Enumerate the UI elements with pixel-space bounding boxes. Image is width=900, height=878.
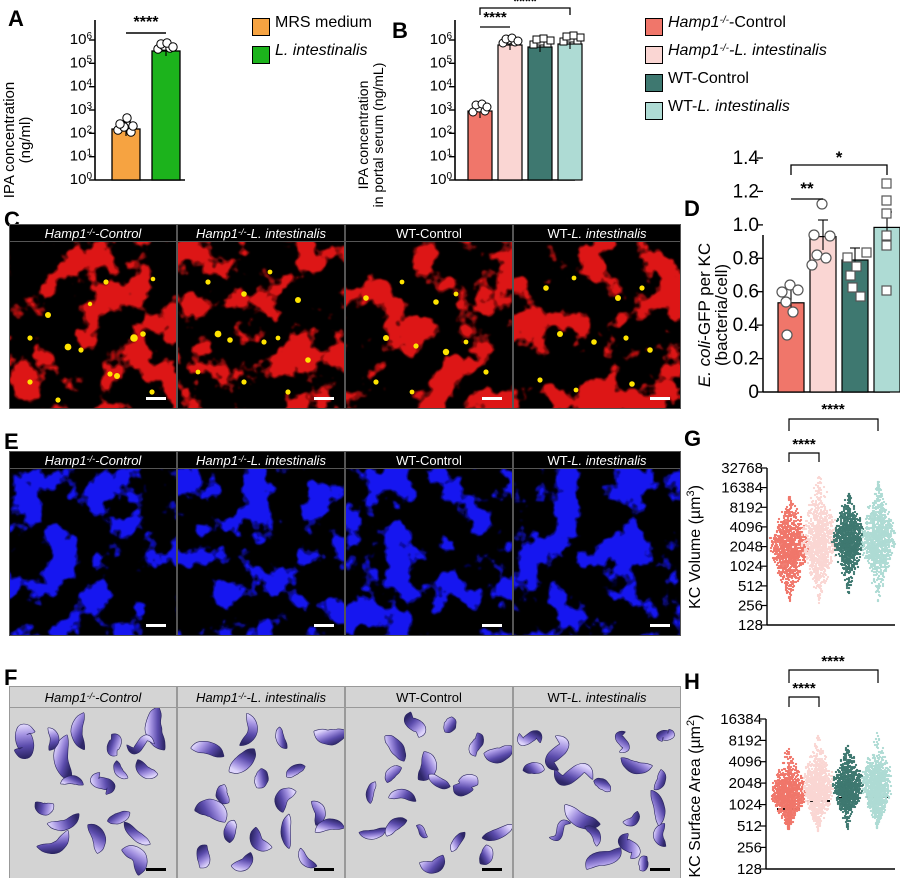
svg-text:****: **** [792, 680, 816, 697]
svg-text:8192: 8192 [729, 732, 762, 749]
svg-text:****: **** [821, 653, 845, 670]
svg-text:4096: 4096 [729, 754, 762, 771]
svg-text:KC Surface Area (µm2): KC Surface Area (µm2) [685, 715, 704, 878]
svg-text:1024: 1024 [729, 797, 762, 814]
svg-text:2048: 2048 [729, 775, 762, 792]
svg-text:512: 512 [737, 818, 762, 835]
svg-text:16384: 16384 [720, 711, 762, 728]
svg-text:256: 256 [737, 839, 762, 856]
svg-text:128: 128 [737, 861, 762, 878]
